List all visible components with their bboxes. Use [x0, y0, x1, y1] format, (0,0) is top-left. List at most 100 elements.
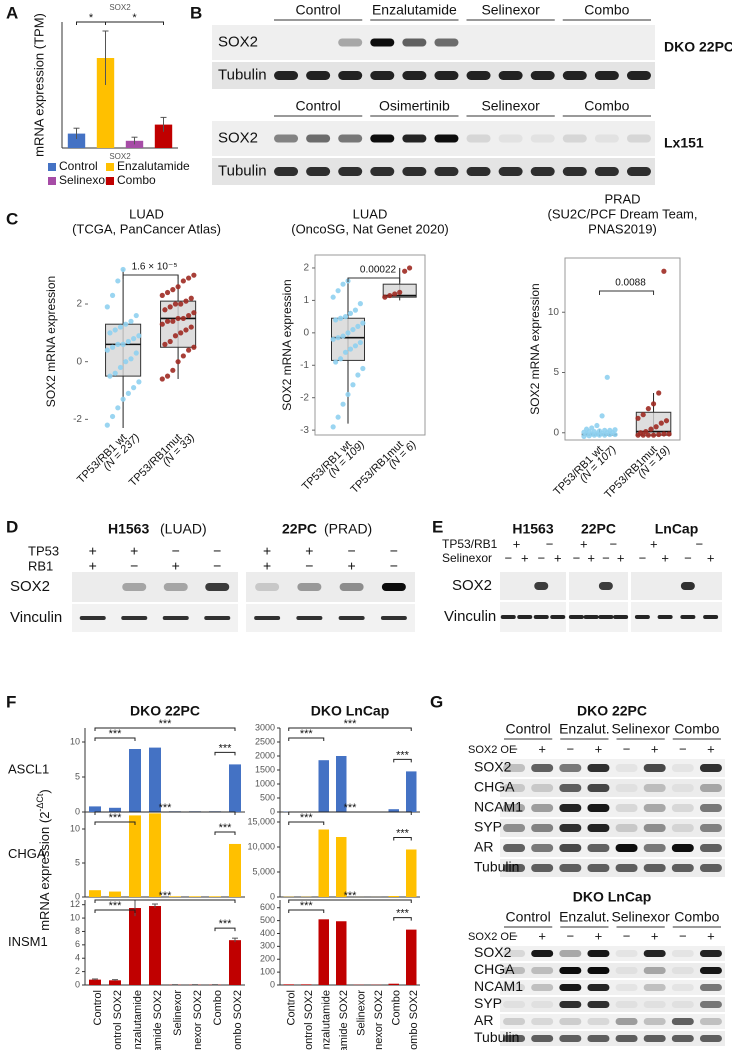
genotype-sign: +	[172, 558, 180, 574]
blot-band	[434, 38, 459, 47]
point	[352, 343, 359, 349]
blot-band	[699, 764, 722, 772]
row-label: Tubulin	[218, 66, 267, 83]
blot-band	[643, 824, 666, 832]
point	[159, 292, 165, 298]
y-tick-label: 1	[303, 295, 309, 306]
x-tick-label: Selinexor	[172, 990, 184, 1036]
blot-band	[699, 784, 722, 792]
blot-background	[500, 946, 725, 961]
point	[112, 370, 118, 376]
row-label: Vinculin	[10, 609, 62, 626]
blot-band	[517, 615, 533, 619]
blot-band	[79, 616, 106, 620]
blot-band	[503, 1018, 526, 1025]
point	[180, 278, 186, 284]
y-tick-label: 8	[75, 926, 80, 936]
blot-band	[626, 134, 651, 143]
panel-subtitle: (PRAD)	[324, 521, 372, 537]
significance-label: ***	[159, 890, 173, 902]
bar	[109, 807, 121, 812]
blot-band	[297, 583, 322, 591]
blot-band	[503, 824, 526, 832]
point	[136, 379, 142, 385]
row-label: NCAM1	[474, 799, 523, 815]
group-label: Selinexor	[611, 909, 670, 925]
blot-band	[643, 1035, 666, 1042]
significance-label: ***	[396, 908, 410, 920]
bar	[96, 58, 115, 148]
blot-band	[531, 1018, 554, 1025]
point	[164, 318, 171, 324]
bar	[406, 849, 417, 897]
x-tick-label: Enzalutamide	[321, 990, 333, 1050]
point	[382, 294, 388, 300]
significance-label: ***	[396, 749, 410, 761]
point	[172, 333, 179, 339]
blot-band	[615, 784, 638, 792]
blot-band	[615, 1035, 638, 1042]
blot-band	[531, 1001, 554, 1008]
blot-band	[587, 967, 610, 974]
blot-band	[274, 134, 299, 143]
row-label: INSM1	[8, 934, 48, 949]
blot-band	[671, 984, 694, 991]
genotype-sign: +	[89, 543, 97, 559]
significance-bracket	[105, 21, 164, 25]
point	[117, 324, 124, 330]
selinexor-sign: +	[617, 550, 625, 565]
blot-band	[671, 764, 694, 772]
blot-band	[615, 764, 638, 772]
blot-band	[699, 844, 722, 852]
y-tick-label: 2	[75, 966, 80, 976]
row-label: SOX2	[10, 578, 50, 595]
point	[330, 294, 336, 300]
point	[594, 422, 600, 429]
point	[360, 365, 366, 372]
oe-sign: +	[595, 741, 603, 756]
blot-band	[562, 134, 587, 143]
oe-label: SOX2 OE	[468, 744, 516, 756]
point	[650, 401, 657, 407]
point	[107, 330, 113, 336]
significance-label: ***	[109, 812, 123, 824]
legend-label: Selinexor	[59, 173, 109, 187]
point	[117, 364, 124, 371]
blot-band	[613, 615, 629, 619]
point	[340, 333, 346, 339]
y-label-part: -ΔCt	[35, 793, 45, 812]
blot-band	[530, 134, 555, 143]
point	[402, 268, 408, 274]
blot-band	[370, 38, 395, 47]
point	[350, 326, 356, 333]
blot-band	[503, 844, 526, 852]
point	[175, 284, 181, 290]
row-label: AR	[474, 839, 493, 855]
point	[583, 426, 590, 432]
panel-label: A	[6, 3, 18, 22]
bar	[209, 896, 221, 897]
point	[596, 428, 603, 434]
row-label: SOX2	[452, 577, 492, 594]
point	[360, 320, 366, 326]
point	[107, 373, 113, 379]
x-tick-label: Combo SOX2	[408, 990, 420, 1050]
point	[638, 430, 644, 436]
genotype-sign: −	[609, 536, 617, 551]
blot-band	[615, 844, 638, 852]
plot-frame	[314, 254, 426, 436]
y-tick-label: 2500	[255, 736, 275, 746]
blot-band	[503, 764, 526, 772]
blot-band	[466, 167, 491, 176]
significance-label: ***	[300, 900, 314, 912]
point	[345, 330, 351, 336]
group-label: Combo	[584, 2, 629, 18]
genotype-sign: +	[263, 543, 271, 559]
genotype-label: RB1	[28, 558, 53, 573]
bar	[388, 809, 399, 812]
blot-band	[671, 1035, 694, 1042]
blot-background	[500, 819, 725, 837]
point	[183, 327, 189, 333]
significance-label: ***	[300, 728, 314, 740]
blot-band	[531, 950, 554, 957]
